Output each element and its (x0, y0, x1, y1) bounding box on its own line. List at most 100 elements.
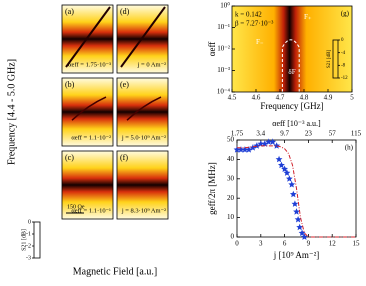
y-axis-label: αeff (207, 42, 217, 57)
crossing-line (120, 6, 166, 68)
star-marker (245, 146, 253, 153)
annotation: F₋ (256, 38, 264, 46)
branch-curve (281, 39, 300, 92)
panel-annotation: j = 8.3·10⁹ Am⁻² (121, 207, 166, 214)
y-tick-label: 10⁻³ (217, 66, 230, 74)
star-marker (233, 146, 241, 153)
star-marker (275, 155, 283, 163)
star-marker (273, 142, 281, 149)
star-marker (278, 161, 285, 169)
panel-label: (b) (65, 80, 75, 89)
panel-label: (c) (65, 153, 74, 162)
panel-frame (61, 77, 114, 147)
x-tick-label: 4.5 (228, 94, 237, 102)
star-marker (283, 169, 291, 176)
y-tick-label: 20 (227, 194, 235, 202)
star-marker (301, 233, 308, 240)
panel-frame (116, 150, 169, 220)
annotation: k = 0.142 (235, 11, 262, 19)
plot-frame (236, 139, 357, 238)
x2-axis-label: αeff [10⁻³ a.u.] (272, 119, 321, 128)
colorbar-tick-label: -2 (26, 243, 31, 249)
colorbar-label: S21 [dB] (21, 229, 27, 251)
panel-annotation: αeff = 1.75·10⁻³ (68, 61, 111, 68)
star-marker (296, 223, 304, 231)
x-tick-label: 4.9 (324, 94, 333, 102)
colorbar-tick-label: -3 (26, 255, 31, 261)
star-marker (257, 140, 265, 147)
anticrossing (126, 96, 162, 121)
star-marker (294, 215, 302, 223)
star-marker (253, 142, 261, 149)
heatmap-image (62, 78, 113, 146)
x-tick-label: 9 (307, 240, 311, 248)
panel-frame (61, 150, 114, 220)
x2-tick-label: 3.4 (256, 130, 265, 138)
y-tick-label: 10⁻⁴ (217, 88, 231, 96)
colorbar-tick-label: 0 (341, 38, 344, 43)
y-tick-label: 10⁻¹ (217, 23, 230, 31)
heatmap-image (62, 151, 113, 219)
heatmap-image (117, 151, 168, 219)
y-axis-label: geff/2π [MHz] (207, 162, 217, 215)
x-tick-label: 6 (283, 240, 287, 248)
star-marker (291, 200, 299, 207)
annotation: δF (288, 68, 295, 76)
colorbar-tick-label: -12 (341, 76, 348, 81)
star-marker (298, 229, 306, 237)
panel-annotation: j = 5.0·10⁹ Am⁻² (121, 134, 166, 141)
colorbar-tick-label: -4 (341, 51, 346, 56)
colorbar-tick-label: -1 (26, 231, 31, 237)
star-marker (293, 208, 300, 215)
panel-label: (d) (120, 7, 130, 16)
x2-tick-label: 115 (351, 130, 362, 138)
panel-frame (116, 77, 169, 147)
y-tick-label: 40 (227, 155, 235, 163)
x-tick-label: 4.8 (300, 94, 309, 102)
x-axis-label: Frequency [GHz] (260, 101, 323, 111)
y-tick-label: 10⁰ (220, 2, 230, 10)
annotation: F₊ (304, 13, 312, 21)
star-marker (241, 146, 249, 153)
y-tick-label: 0 (231, 233, 235, 241)
panel-label: (a) (65, 7, 74, 16)
x-axis-label: j [10⁹ Am⁻²] (273, 250, 320, 260)
panel-annotation: j = 0 Am⁻² (137, 61, 166, 68)
x-tick-label: 4.7 (276, 94, 285, 102)
panel-annotation: αeff = 1.1·10⁻² (71, 134, 111, 141)
y-tick-label: 50 (227, 136, 235, 144)
annotation: β = 7.27·10⁻³ (235, 20, 273, 28)
y-tick-label: 10 (227, 213, 235, 221)
y-axis-label: Frequency [4.4 - 5.0 GHz] (6, 59, 17, 165)
heatmap-image (232, 6, 352, 92)
scale-bar-label: 150 Oe (67, 204, 85, 210)
star-marker (269, 138, 277, 145)
crossing-line (65, 6, 111, 68)
star-marker (237, 146, 245, 153)
fit-line (237, 145, 356, 238)
colorbar-label: S21 [dB] (327, 50, 332, 69)
panel-label: (e) (120, 80, 129, 89)
x-tick-label: 0 (235, 240, 239, 248)
panel-frame (116, 4, 169, 74)
x-tick-label: 15 (353, 240, 361, 248)
y-tick-label: 30 (227, 174, 235, 182)
heatmap-image (117, 78, 168, 146)
star-marker (285, 175, 293, 182)
star-marker (249, 144, 257, 151)
star-marker (261, 140, 269, 147)
star-marker (288, 181, 296, 188)
star-marker (289, 190, 297, 198)
anticrossing (71, 96, 107, 121)
x2-tick-label: 9.7 (280, 130, 289, 138)
x-tick-label: 5 (350, 94, 354, 102)
x-tick-label: 3 (259, 240, 263, 248)
x-tick-label: 4.6 (252, 94, 261, 102)
x2-tick-label: 1.75 (231, 130, 244, 138)
panel-annotation: αeff = 1.1·10⁻¹ (71, 207, 111, 214)
y-tick-label: 10⁻² (217, 45, 230, 53)
x2-tick-label: 57 (329, 130, 337, 138)
x-axis-label: Magnetic Field [a.u.] (73, 266, 157, 277)
colorbar (33, 221, 41, 259)
